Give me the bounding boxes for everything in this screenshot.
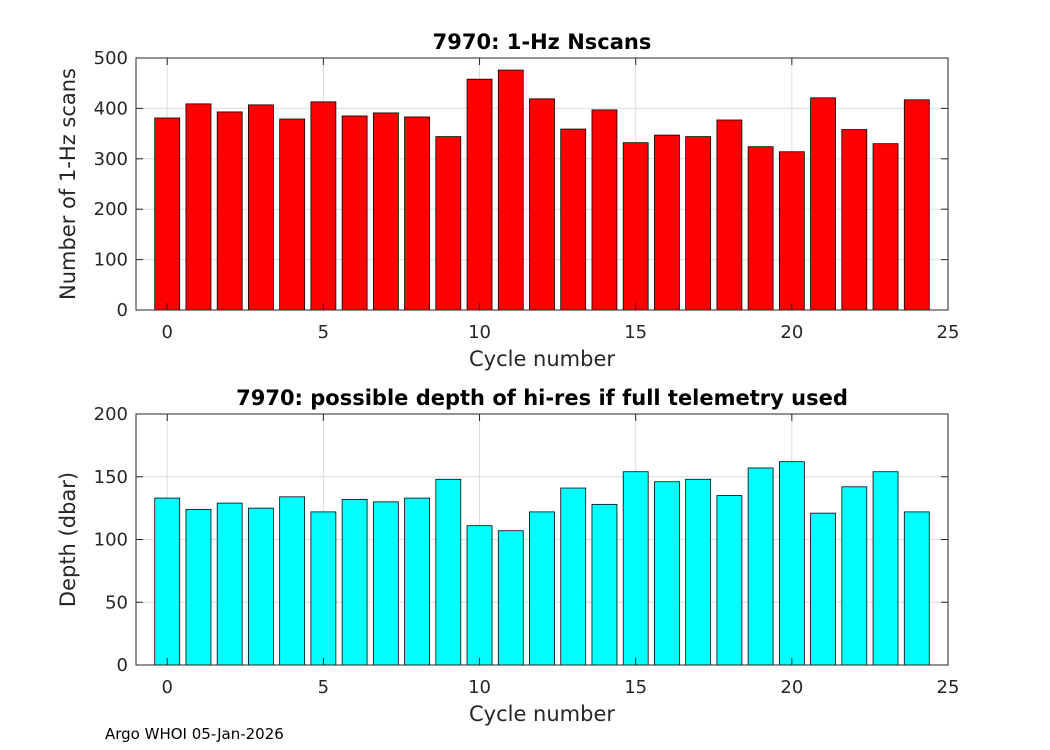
bar-cycle-21 bbox=[810, 97, 836, 311]
bar-cycle-7 bbox=[372, 501, 399, 666]
y-tick-label: 100 bbox=[94, 250, 128, 271]
x-tick-label: 0 bbox=[162, 677, 173, 698]
bar-cycle-14 bbox=[591, 109, 618, 311]
bar-cycle-11 bbox=[497, 69, 524, 311]
bar-cycle-23 bbox=[872, 143, 899, 311]
x-tick-label: 20 bbox=[780, 322, 803, 343]
x-tick-label: 5 bbox=[318, 677, 329, 698]
y-tick-label: 200 bbox=[94, 404, 128, 425]
bar-cycle-9 bbox=[435, 478, 462, 666]
x-tick-label: 25 bbox=[937, 322, 960, 343]
chart-bottom: 0 5 10 15 20 25 0 50 100 150 200 7970: possible de… bbox=[56, 386, 959, 726]
y-tick-label: 0 bbox=[117, 300, 128, 321]
chart-top-xlabel: Cycle number bbox=[469, 347, 615, 371]
bar-cycle-21 bbox=[810, 512, 836, 666]
bar-cycle-11 bbox=[497, 530, 524, 666]
y-tick-label: 400 bbox=[94, 98, 128, 119]
bar-cycle-7 bbox=[372, 112, 399, 311]
bar-cycle-8 bbox=[404, 116, 430, 311]
chart-bottom-ticks: 0 5 10 15 20 25 0 50 100 150 200 bbox=[94, 404, 960, 698]
bar-cycle-13 bbox=[560, 128, 587, 311]
bar-cycle-20 bbox=[778, 151, 805, 311]
bar-cycle-19 bbox=[747, 146, 774, 311]
x-tick-label: 25 bbox=[937, 677, 960, 698]
chart-top-bars bbox=[154, 69, 930, 311]
bar-cycle-9 bbox=[435, 136, 462, 311]
y-tick-label: 100 bbox=[94, 530, 128, 551]
bar-cycle-6 bbox=[341, 498, 368, 666]
chart-top-ylabel: Number of 1-Hz scans bbox=[56, 68, 80, 300]
bar-cycle-15 bbox=[622, 471, 649, 666]
bar-cycle-10 bbox=[466, 525, 493, 666]
bar-cycle-20 bbox=[778, 461, 805, 666]
y-tick-label: 0 bbox=[117, 655, 128, 676]
bar-cycle-8 bbox=[404, 497, 430, 666]
chart-top: 0 5 10 15 20 25 0 100 200 300 400 500 7970: 1-Hz Ns… bbox=[56, 30, 959, 371]
x-tick-label: 0 bbox=[162, 322, 173, 343]
x-tick-label: 20 bbox=[780, 677, 803, 698]
bar-cycle-19 bbox=[747, 467, 774, 666]
y-tick-label: 500 bbox=[94, 48, 128, 69]
bar-cycle-12 bbox=[529, 511, 555, 666]
bar-cycle-5 bbox=[310, 101, 337, 311]
chart-top-title: 7970: 1-Hz Nscans bbox=[433, 30, 652, 54]
bar-cycle-15 bbox=[622, 142, 649, 311]
chart-bottom-xlabel: Cycle number bbox=[469, 702, 615, 726]
bar-cycle-2 bbox=[216, 111, 243, 311]
bar-cycle-0 bbox=[154, 497, 181, 666]
bar-cycle-17 bbox=[685, 136, 712, 311]
y-tick-label: 50 bbox=[105, 592, 128, 613]
bar-cycle-3 bbox=[248, 104, 274, 311]
footer-credit: Argo WHOI 05-Jan-2026 bbox=[105, 725, 284, 743]
bar-cycle-12 bbox=[529, 98, 555, 311]
bar-cycle-18 bbox=[716, 495, 743, 666]
bar-cycle-18 bbox=[716, 119, 743, 311]
bar-cycle-13 bbox=[560, 487, 587, 666]
bar-cycle-16 bbox=[654, 481, 680, 666]
chart-top-axes-box bbox=[135, 57, 949, 311]
bar-cycle-1 bbox=[185, 103, 212, 311]
chart-bottom-title: 7970: possible depth of hi-res if full t… bbox=[236, 386, 848, 410]
bar-cycle-16 bbox=[654, 134, 680, 311]
bar-cycle-24 bbox=[903, 99, 930, 311]
bar-cycle-0 bbox=[154, 117, 181, 311]
bar-cycle-6 bbox=[341, 115, 368, 311]
x-tick-label: 5 bbox=[318, 322, 329, 343]
y-tick-label: 200 bbox=[94, 199, 128, 220]
chart-bottom-ylabel: Depth (dbar) bbox=[56, 472, 80, 607]
x-tick-label: 10 bbox=[468, 677, 491, 698]
bar-cycle-3 bbox=[248, 507, 274, 666]
bar-cycle-1 bbox=[185, 508, 212, 666]
bar-cycle-4 bbox=[279, 118, 306, 311]
bar-cycle-17 bbox=[685, 478, 712, 666]
bar-cycle-22 bbox=[841, 486, 868, 666]
x-tick-label: 10 bbox=[468, 322, 491, 343]
chart-top-ticks: 0 5 10 15 20 25 0 100 200 300 400 500 bbox=[94, 48, 960, 343]
bar-cycle-5 bbox=[310, 511, 337, 666]
bar-cycle-24 bbox=[903, 511, 930, 666]
y-tick-label: 300 bbox=[94, 149, 128, 170]
x-tick-label: 15 bbox=[624, 677, 647, 698]
bar-cycle-2 bbox=[216, 502, 243, 666]
bar-cycle-10 bbox=[466, 78, 493, 311]
x-tick-label: 15 bbox=[624, 322, 647, 343]
bar-cycle-22 bbox=[841, 129, 868, 311]
bar-cycle-14 bbox=[591, 503, 618, 666]
bar-cycle-23 bbox=[872, 471, 899, 666]
y-tick-label: 150 bbox=[94, 467, 128, 488]
bar-cycle-4 bbox=[279, 496, 306, 666]
chart-bottom-bars bbox=[154, 461, 930, 666]
